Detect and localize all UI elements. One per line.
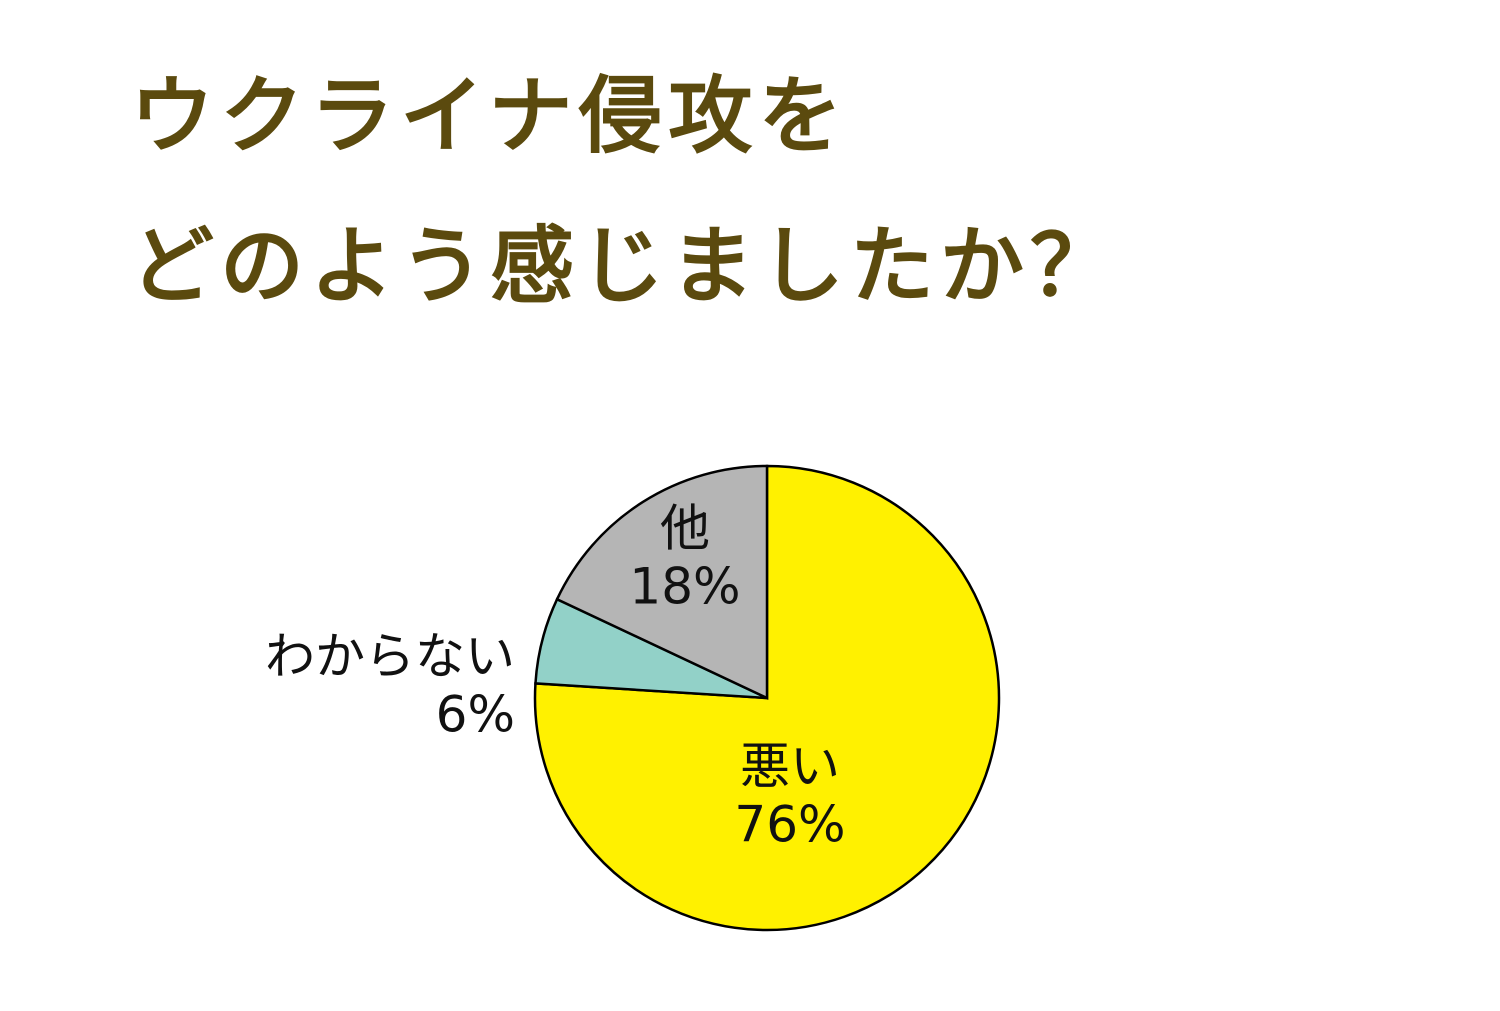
slice-label: 他 xyxy=(660,500,710,558)
pie-slice xyxy=(555,464,769,700)
chart-title: どのよう感じましたか？ xyxy=(130,217,1120,315)
slice-label: 悪い xyxy=(740,738,840,796)
chart-title: ウクライナ侵攻を xyxy=(130,67,848,165)
pie xyxy=(533,464,1001,932)
value-label: 18% xyxy=(629,558,740,616)
value-label: 6% xyxy=(436,686,515,744)
value-label: 76% xyxy=(734,796,845,854)
slice-label: わからない xyxy=(265,628,515,686)
